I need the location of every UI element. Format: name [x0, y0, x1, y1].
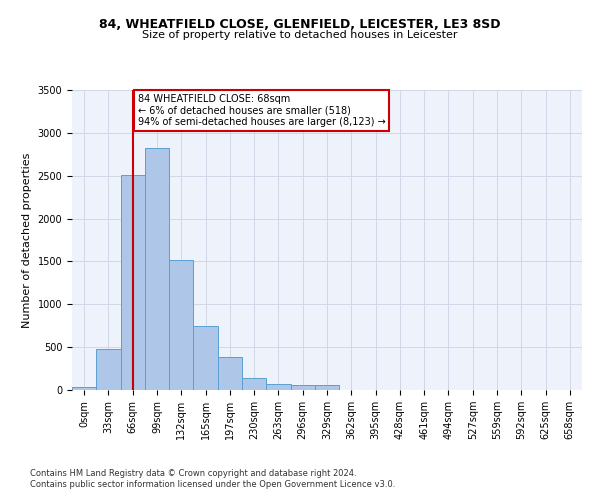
Bar [266, 384, 290, 390]
Bar [169, 260, 193, 390]
Bar [96, 349, 121, 390]
Bar [121, 175, 145, 390]
Bar [218, 356, 242, 390]
Y-axis label: Number of detached properties: Number of detached properties [22, 152, 32, 328]
Bar [193, 326, 218, 390]
Text: Contains HM Land Registry data © Crown copyright and database right 2024.: Contains HM Land Registry data © Crown c… [30, 468, 356, 477]
Bar [315, 386, 339, 390]
Bar [145, 148, 169, 390]
Text: Size of property relative to detached houses in Leicester: Size of property relative to detached ho… [142, 30, 458, 40]
Text: 84 WHEATFIELD CLOSE: 68sqm
← 6% of detached houses are smaller (518)
94% of semi: 84 WHEATFIELD CLOSE: 68sqm ← 6% of detac… [137, 94, 385, 128]
Bar [242, 378, 266, 390]
Bar [72, 388, 96, 390]
Bar [290, 386, 315, 390]
Text: Contains public sector information licensed under the Open Government Licence v3: Contains public sector information licen… [30, 480, 395, 489]
Text: 84, WHEATFIELD CLOSE, GLENFIELD, LEICESTER, LE3 8SD: 84, WHEATFIELD CLOSE, GLENFIELD, LEICEST… [99, 18, 501, 30]
